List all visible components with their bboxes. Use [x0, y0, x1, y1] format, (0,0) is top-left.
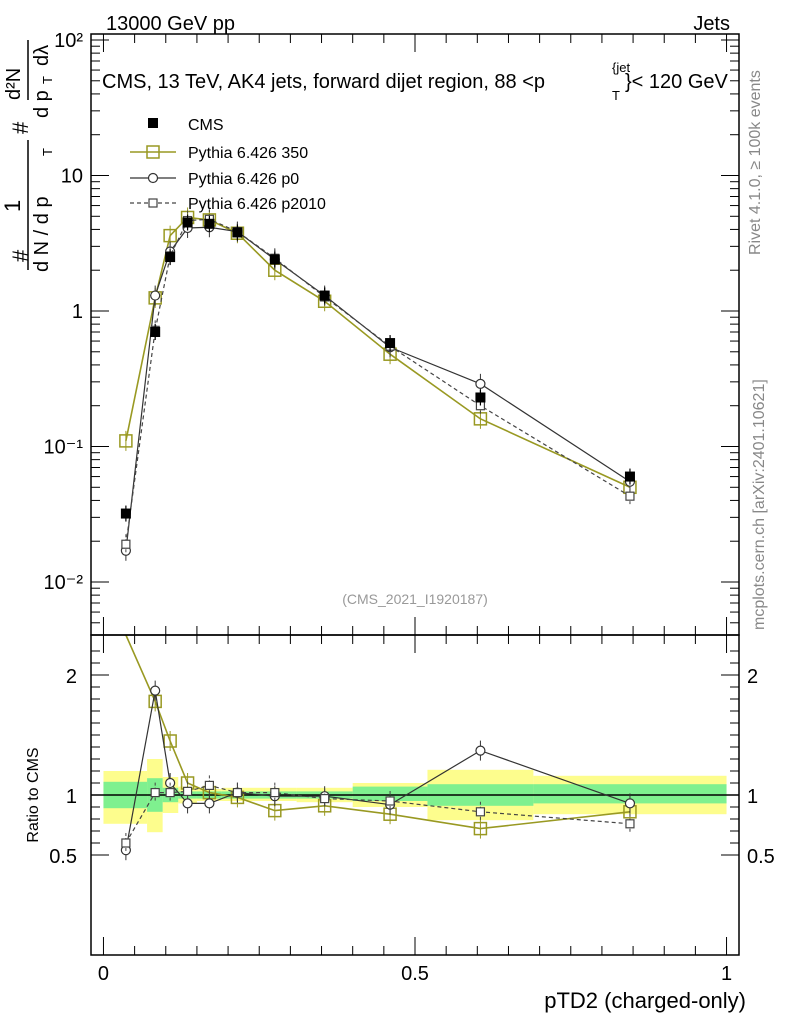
x-tick-label: 0	[98, 963, 109, 985]
legend-p0-label: Pythia 6.426 p0	[188, 171, 299, 188]
legend-cms-label: CMS	[188, 117, 224, 134]
main-point	[625, 491, 635, 501]
category-label: Jets	[693, 13, 730, 35]
ratio-tick-label-left: 1	[66, 786, 77, 808]
legend-p0-marker	[147, 172, 159, 184]
ratio-y-label: Ratio to CMS	[25, 747, 42, 842]
x-tick-label: 1	[721, 963, 732, 985]
series-layer	[119, 207, 637, 861]
legend-pythia350-marker	[146, 145, 160, 159]
y-tick-label: 1	[72, 301, 83, 323]
ratio-tick-label-left: 0.5	[49, 846, 77, 868]
main-series-pythia-6-426-p0	[120, 217, 636, 561]
legend-pythia-p2010: Pythia 6.426 p2010	[130, 196, 326, 213]
ratio-point	[150, 787, 160, 798]
y-label-dlambda: dλ	[31, 45, 53, 66]
main-point	[150, 290, 161, 301]
main-line	[125, 216, 631, 489]
cms-point	[385, 338, 396, 349]
y-label-hash: #	[8, 249, 33, 262]
energy-label: 13000 GeV pp	[106, 13, 235, 35]
ratio-point	[165, 787, 175, 798]
analysis-id: (CMS_2021_I1920187)	[342, 591, 488, 607]
y-label-den-sub: T	[40, 148, 55, 156]
cms-point	[204, 218, 215, 229]
legend-cms: CMS	[148, 117, 224, 134]
cms-point	[475, 392, 486, 403]
main-point	[119, 434, 133, 448]
y-label-frac2-num: d²N	[3, 68, 25, 100]
main-point	[475, 378, 486, 389]
ratio-point	[473, 821, 488, 836]
cms-point	[182, 217, 193, 228]
legend-p2010-marker	[148, 198, 158, 208]
ratio-point	[232, 787, 243, 798]
legend: CMS Pythia 6.426 350 Pythia 6.426 p0 Pyt…	[130, 117, 326, 213]
ratio-point	[270, 787, 280, 798]
site-label: mcplots.cern.ch [arXiv:2401.10621]	[751, 379, 768, 630]
legend-pythia350-label: Pythia 6.426 350	[188, 145, 308, 162]
legend-pythia-p0: Pythia 6.426 p0	[130, 171, 299, 188]
ratio-point	[182, 786, 193, 797]
main-series-cms	[120, 214, 635, 522]
cms-point	[269, 254, 280, 265]
ratio-point	[182, 798, 193, 809]
cms-point	[319, 290, 330, 301]
ratio-point	[121, 838, 131, 848]
ratio-point	[385, 796, 395, 806]
main-series-pythia-6-426-p2010	[121, 209, 635, 555]
plot-title-main: CMS, 13 TeV, AK4 jets, forward dijet reg…	[102, 71, 545, 93]
y-label-hash2: #	[8, 121, 33, 134]
ratio-tick-label-right: 0.5	[747, 846, 775, 868]
cms-point	[232, 227, 243, 238]
y-label-frac2-den: d p	[31, 90, 53, 118]
y-label-num: 1	[0, 200, 25, 212]
legend-pythia350: Pythia 6.426 350	[130, 145, 308, 162]
plot-title-super: {jet	[612, 60, 630, 75]
ratio-point	[163, 734, 177, 748]
main-series-pythia-6-426-350	[119, 207, 637, 498]
ratio-point	[625, 819, 635, 829]
cms-point	[165, 252, 176, 263]
ratio-point	[475, 745, 486, 756]
ratio-point	[204, 798, 215, 809]
ratio-series-pythia-6-426-p2010	[121, 775, 635, 853]
ratio-tick-label-right: 2	[747, 666, 758, 688]
ratio-point	[475, 807, 486, 817]
x-axis-label: pTD2 (charged-only)	[544, 988, 746, 1013]
ratio-tick-label-left: 2	[66, 666, 77, 688]
plot-title-sub: T	[612, 88, 620, 103]
y-label-den: d N / d p	[31, 196, 53, 272]
y-tick-label: 10⁻¹	[44, 437, 84, 459]
rivet-label: Rivet 4.1.0, ≥ 100k events	[747, 70, 764, 255]
cms-point	[150, 326, 161, 337]
main-line	[125, 218, 631, 545]
plot-title: CMS, 13 TeV, AK4 jets, forward dijet reg…	[102, 60, 729, 103]
y-tick-label: 10²	[54, 30, 83, 52]
ratio-line	[125, 690, 631, 851]
y-tick-label: 10	[61, 166, 83, 188]
ratio-point	[150, 685, 161, 696]
ratio-point	[624, 798, 636, 809]
x-tick-label: 0.5	[401, 963, 429, 985]
ratio-point	[320, 793, 330, 804]
y-tick-label: 10⁻²	[44, 572, 84, 594]
cms-point	[624, 471, 635, 482]
main-point	[121, 539, 131, 549]
legend-cms-marker	[148, 118, 158, 128]
ratio-tick-label-right: 1	[747, 786, 758, 808]
main-y-axis-label: # 1 d N / d p T # d²N d p T dλ	[0, 40, 55, 272]
main-line	[125, 226, 631, 551]
plot-title-end: }< 120 GeV	[625, 71, 729, 93]
axes-layer: 10⁻² 10⁻¹ 1 10 10² 0.5 0.5 1 1 2 2 0 0.5 1	[44, 30, 775, 985]
cms-point	[120, 508, 131, 519]
ratio-point	[204, 780, 214, 791]
y-label-frac2-den-sub: T	[40, 76, 55, 84]
legend-p2010-label: Pythia 6.426 p2010	[188, 196, 326, 213]
ratio-series-pythia-6-426-p0	[120, 680, 636, 861]
